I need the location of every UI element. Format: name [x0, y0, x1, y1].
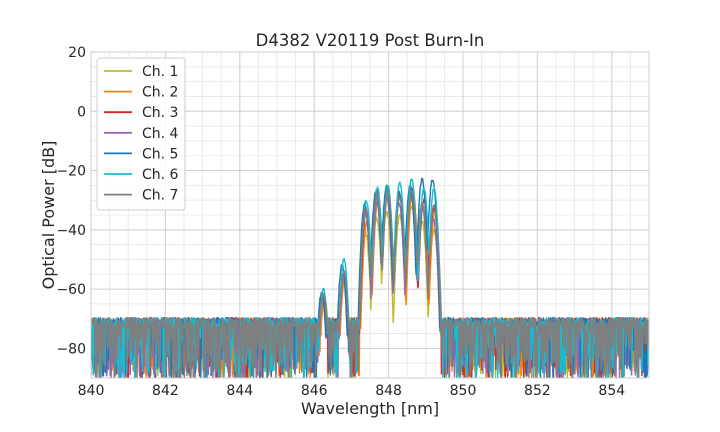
- legend-label-ch-7: Ch. 7: [142, 188, 178, 204]
- legend-label-ch-5: Ch. 5: [142, 146, 178, 162]
- x-tick-label: 842: [152, 383, 179, 399]
- x-axis-label: Wavelength [nm]: [301, 399, 439, 418]
- legend-label-ch-4: Ch. 4: [142, 126, 179, 142]
- legend-label-ch-1: Ch. 1: [142, 64, 178, 80]
- y-tick-label: −20: [56, 164, 86, 180]
- series-layer: [91, 177, 649, 378]
- x-tick-label: 844: [226, 383, 253, 399]
- plot-frame: [90, 51, 650, 379]
- y-tick-label: −60: [56, 282, 86, 298]
- chart-title: D4382 V20119 Post Burn-In: [256, 31, 485, 50]
- legend-label-ch-3: Ch. 3: [142, 105, 178, 121]
- legend-label-ch-2: Ch. 2: [142, 85, 178, 101]
- y-tick-label: 20: [68, 45, 86, 61]
- legend-box: [96, 57, 186, 211]
- y-tick-label: 0: [77, 104, 86, 120]
- x-tick-label: 850: [450, 383, 477, 399]
- y-axis-ticks: 20 0 −20 −40 −60 −80: [56, 45, 86, 357]
- x-tick-label: 848: [375, 383, 402, 399]
- y-axis-label: Optical Power [dB]: [39, 141, 58, 290]
- x-tick-label: 846: [301, 383, 328, 399]
- legend: Ch. 1 Ch. 2 Ch. 3 Ch. 4 Ch. 5 Ch. 6 Ch. 7: [96, 57, 186, 211]
- x-tick-label: 854: [598, 383, 625, 399]
- x-tick-label: 852: [524, 383, 551, 399]
- y-tick-label: −80: [56, 341, 86, 357]
- x-tick-label: 840: [78, 383, 105, 399]
- legend-label-ch-6: Ch. 6: [142, 167, 179, 183]
- y-tick-label: −40: [56, 223, 86, 239]
- series-line-ch-7: [91, 189, 649, 378]
- x-axis-ticks: 840 842 844 846 848 850 852 854: [78, 383, 626, 399]
